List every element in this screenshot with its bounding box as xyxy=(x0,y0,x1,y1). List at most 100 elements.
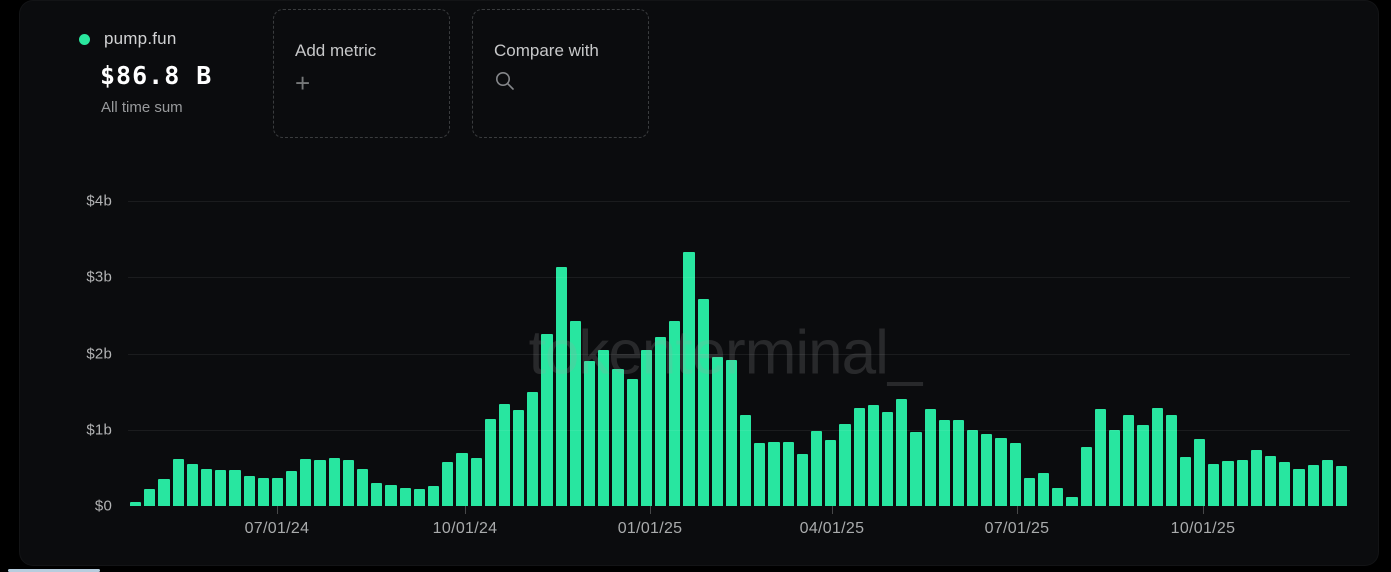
bar[interactable] xyxy=(328,457,340,506)
bar[interactable] xyxy=(1279,461,1291,506)
bar[interactable] xyxy=(1094,409,1106,506)
bar[interactable] xyxy=(271,477,284,506)
bar[interactable] xyxy=(1236,460,1248,506)
bar[interactable] xyxy=(1307,464,1319,506)
x-tick-mark xyxy=(465,506,467,514)
bar[interactable] xyxy=(427,486,440,506)
bar[interactable] xyxy=(229,470,241,506)
bar[interactable] xyxy=(839,424,851,506)
x-tick-mark xyxy=(1017,506,1018,514)
bar[interactable] xyxy=(1165,414,1177,506)
bar[interactable] xyxy=(314,460,326,506)
x-tick-label: 07/01/24 xyxy=(244,520,310,537)
bar[interactable] xyxy=(470,457,482,506)
bar[interactable] xyxy=(484,419,496,506)
bar[interactable] xyxy=(1080,446,1092,506)
bar[interactable] xyxy=(498,403,511,506)
bar[interactable] xyxy=(1250,450,1262,506)
bar[interactable] xyxy=(257,477,269,506)
bar[interactable] xyxy=(1123,415,1135,506)
bar[interactable] xyxy=(1335,465,1348,506)
bar[interactable] xyxy=(938,419,950,506)
bar[interactable] xyxy=(754,442,766,506)
bar[interactable] xyxy=(158,478,170,506)
bar[interactable] xyxy=(881,412,894,506)
bar[interactable] xyxy=(456,453,468,506)
bar[interactable] xyxy=(711,356,723,506)
bar[interactable] xyxy=(385,484,397,506)
bar[interactable] xyxy=(740,414,752,506)
bar[interactable] xyxy=(584,361,596,506)
gridline xyxy=(128,277,1350,279)
bar[interactable] xyxy=(541,333,553,506)
bar[interactable] xyxy=(130,502,142,506)
add-metric-button[interactable]: Add metric + xyxy=(273,9,450,138)
bar[interactable] xyxy=(215,470,227,506)
bar[interactable] xyxy=(513,409,525,506)
bar[interactable] xyxy=(527,391,539,506)
bar[interactable] xyxy=(1137,425,1149,506)
bar[interactable] xyxy=(569,321,581,506)
bar[interactable] xyxy=(995,438,1007,506)
bar[interactable] xyxy=(399,487,411,506)
bar[interactable] xyxy=(640,349,652,506)
bar[interactable] xyxy=(725,360,738,506)
bar[interactable] xyxy=(1038,473,1050,506)
bar[interactable] xyxy=(626,379,638,506)
bar[interactable] xyxy=(1222,461,1234,506)
bar[interactable] xyxy=(811,431,823,506)
bar[interactable] xyxy=(300,458,312,506)
bar[interactable] xyxy=(853,408,865,506)
bar[interactable] xyxy=(654,336,667,506)
bar[interactable] xyxy=(896,398,908,506)
bar[interactable] xyxy=(967,429,979,506)
bar[interactable] xyxy=(1208,464,1220,506)
bar[interactable] xyxy=(1151,407,1163,506)
bar[interactable] xyxy=(442,461,454,506)
compare-with-button[interactable]: Compare with xyxy=(472,9,649,138)
x-tick-label: 10/01/25 xyxy=(1170,520,1236,537)
horizontal-scrollbar-thumb[interactable] xyxy=(8,569,100,572)
series-legend[interactable]: pump.fun xyxy=(79,29,176,49)
bar[interactable] xyxy=(1321,460,1333,506)
bar[interactable] xyxy=(1293,468,1305,506)
bar[interactable] xyxy=(186,464,198,506)
bar[interactable] xyxy=(172,458,184,506)
bar[interactable] xyxy=(144,489,156,506)
bar[interactable] xyxy=(697,299,709,506)
bar[interactable] xyxy=(981,433,993,506)
bar[interactable] xyxy=(243,476,255,506)
x-tick-mark xyxy=(1202,506,1204,514)
x-tick-label: 04/01/25 xyxy=(799,520,865,537)
y-tick-label: $2b xyxy=(86,345,112,362)
bar[interactable] xyxy=(782,441,794,506)
bar[interactable] xyxy=(342,460,354,506)
bar[interactable] xyxy=(371,483,383,506)
bar[interactable] xyxy=(1194,438,1206,506)
bar[interactable] xyxy=(598,349,610,506)
bar[interactable] xyxy=(200,469,213,506)
bar[interactable] xyxy=(1052,487,1064,506)
bar[interactable] xyxy=(1265,456,1277,506)
bar[interactable] xyxy=(1009,443,1021,506)
bar[interactable] xyxy=(413,489,425,506)
bar[interactable] xyxy=(867,404,879,506)
bar[interactable] xyxy=(1023,477,1035,506)
compare-with-label: Compare with xyxy=(494,41,599,60)
bar[interactable] xyxy=(669,321,681,506)
bar[interactable] xyxy=(1179,457,1192,506)
bar[interactable] xyxy=(612,368,624,506)
bar[interactable] xyxy=(796,454,808,506)
bar[interactable] xyxy=(357,469,369,506)
bar[interactable] xyxy=(286,470,298,506)
bar[interactable] xyxy=(1108,429,1121,506)
bar[interactable] xyxy=(924,409,936,506)
bar[interactable] xyxy=(555,266,567,506)
x-tick-mark xyxy=(650,506,652,514)
bar[interactable] xyxy=(952,419,965,506)
bar[interactable] xyxy=(683,252,695,506)
bar[interactable] xyxy=(768,441,780,506)
bar[interactable] xyxy=(825,440,837,506)
bar[interactable] xyxy=(910,432,922,506)
bar[interactable] xyxy=(1066,496,1078,506)
